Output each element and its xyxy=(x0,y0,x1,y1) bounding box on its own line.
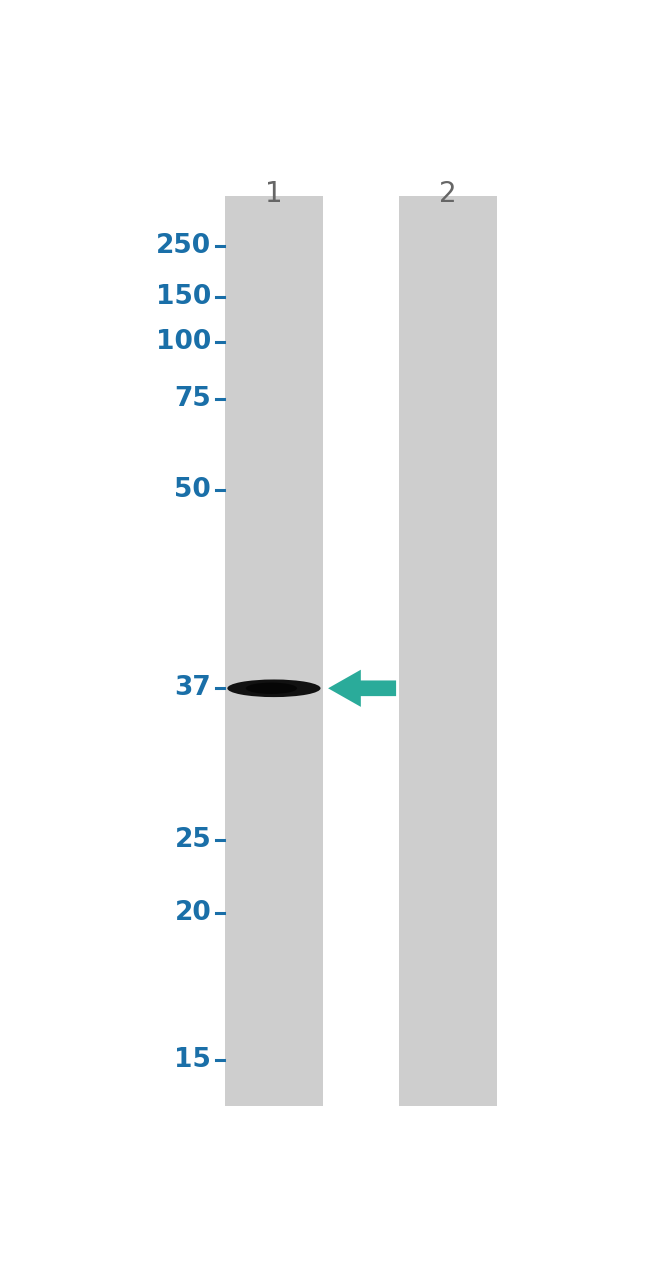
Ellipse shape xyxy=(246,682,297,693)
Text: 75: 75 xyxy=(174,386,211,411)
Bar xyxy=(398,197,497,1106)
Polygon shape xyxy=(328,669,396,707)
Text: 150: 150 xyxy=(156,284,211,310)
Text: 37: 37 xyxy=(174,676,211,701)
Text: 25: 25 xyxy=(174,827,211,853)
Text: 2: 2 xyxy=(439,180,456,208)
Bar xyxy=(225,197,323,1106)
Text: 50: 50 xyxy=(174,476,211,503)
Text: 100: 100 xyxy=(156,329,211,356)
Text: 20: 20 xyxy=(174,900,211,926)
Text: 1: 1 xyxy=(265,180,283,208)
Ellipse shape xyxy=(227,679,320,697)
Text: 15: 15 xyxy=(174,1046,211,1073)
Text: 250: 250 xyxy=(156,234,211,259)
